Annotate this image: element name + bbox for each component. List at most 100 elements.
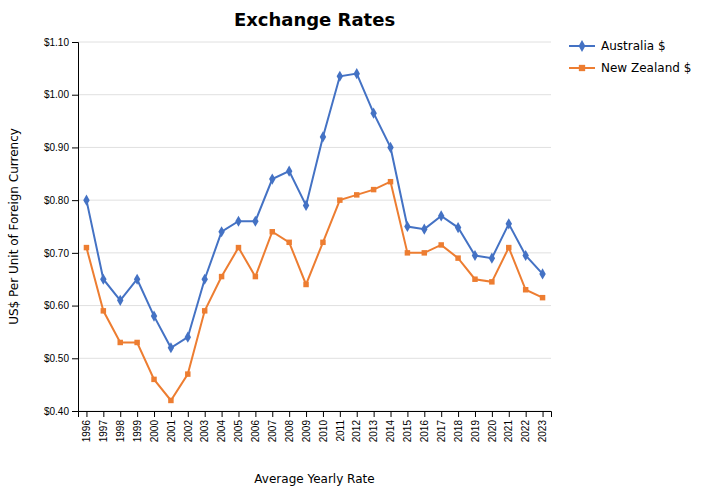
point — [286, 240, 291, 245]
tick-label: $0.50 — [44, 353, 69, 364]
point — [522, 250, 528, 261]
tick-label: $0.60 — [44, 300, 69, 311]
legend-item: New Zealand $ — [569, 61, 691, 75]
tick-mark — [255, 411, 256, 417]
point — [151, 377, 156, 382]
series — [83, 68, 546, 353]
tick: 2023 — [537, 411, 548, 442]
point — [455, 255, 460, 260]
tick-mark — [171, 411, 172, 417]
legend-marker — [579, 65, 585, 71]
line — [86, 182, 542, 401]
x-axis-title: Average Yearly Rate — [254, 472, 374, 486]
tick-label: 2000 — [149, 420, 160, 443]
tick-label: 2005 — [233, 420, 244, 443]
point — [168, 398, 173, 403]
tick-mark — [543, 411, 544, 417]
tick-mark — [475, 411, 476, 417]
grid-line — [78, 358, 551, 359]
point — [489, 253, 495, 264]
tick: 2013 — [368, 411, 379, 442]
tick-label: 2013 — [368, 420, 379, 443]
tick-label: 2009 — [301, 420, 312, 443]
point — [185, 371, 190, 376]
point — [388, 179, 393, 184]
tick-label: 2001 — [166, 420, 177, 443]
point — [235, 216, 241, 227]
point — [320, 240, 325, 245]
tick: 1999 — [132, 411, 143, 442]
tick-label: 2020 — [487, 420, 498, 443]
tick: 2017 — [436, 411, 447, 442]
tick: $0.50 — [44, 353, 78, 364]
tick-mark — [222, 411, 223, 417]
tick-label: 2022 — [520, 420, 531, 443]
grid-line — [78, 94, 551, 95]
tick-label: 2006 — [250, 420, 261, 443]
point — [438, 242, 443, 247]
tick-mark — [72, 42, 78, 43]
point — [100, 274, 106, 285]
tick-mark — [72, 147, 78, 148]
point — [253, 274, 258, 279]
tick-label: 2017 — [436, 420, 447, 443]
grid — [78, 42, 551, 411]
point — [185, 332, 191, 343]
point — [320, 131, 326, 142]
tick-mark — [188, 411, 189, 417]
tick: $0.90 — [44, 142, 78, 153]
point — [134, 274, 140, 285]
point — [269, 173, 275, 184]
legend: Australia $New Zealand $ — [569, 39, 691, 75]
point — [201, 274, 207, 285]
point — [117, 295, 123, 306]
tick-mark — [357, 411, 358, 417]
tick-label: 1997 — [98, 420, 109, 443]
tick: 2010 — [318, 411, 329, 442]
tick-label: 2023 — [537, 420, 548, 443]
y-axis-title: US$ Per Unit of Foreign Currency — [7, 128, 21, 325]
tick-mark — [323, 411, 324, 417]
tick-mark — [103, 411, 104, 417]
tick-label: 2011 — [335, 420, 346, 442]
tick-mark — [72, 95, 78, 96]
tick-mark — [509, 411, 510, 417]
tick: 2015 — [402, 411, 413, 442]
point — [303, 200, 309, 211]
tick-label: 2012 — [351, 420, 362, 443]
tick-mark — [424, 411, 425, 417]
point — [84, 245, 89, 250]
point — [539, 268, 545, 279]
line — [86, 74, 542, 348]
tick-mark — [238, 411, 239, 417]
tick: 2006 — [250, 411, 261, 442]
grid-line — [78, 200, 551, 201]
tick: 2021 — [503, 411, 514, 442]
point — [117, 340, 122, 345]
tick: 2019 — [470, 411, 481, 442]
point — [236, 245, 241, 250]
point — [506, 245, 511, 250]
point — [523, 287, 528, 292]
tick-label: 1999 — [132, 420, 143, 443]
tick: $0.60 — [44, 300, 78, 311]
tick-mark — [72, 253, 78, 254]
tick-mark — [458, 411, 459, 417]
grid-line — [78, 147, 551, 148]
legend-label: New Zealand $ — [601, 61, 691, 75]
tick-mark — [526, 411, 527, 417]
tick-label: 2019 — [470, 420, 481, 443]
tick-label: $0.80 — [44, 195, 69, 206]
point — [404, 221, 410, 232]
tick-label: 2016 — [419, 420, 430, 443]
tick: 1996 — [81, 411, 92, 442]
tick-label: 2003 — [199, 420, 210, 443]
tick-mark — [72, 306, 78, 307]
tick-label: 2021 — [503, 420, 514, 443]
point — [405, 250, 410, 255]
point — [371, 187, 376, 192]
tick-label: 2002 — [183, 420, 194, 443]
point — [202, 308, 207, 313]
plot: 1996199719981999200020012002200320042005… — [44, 37, 552, 443]
tick-label: 2008 — [284, 420, 295, 443]
